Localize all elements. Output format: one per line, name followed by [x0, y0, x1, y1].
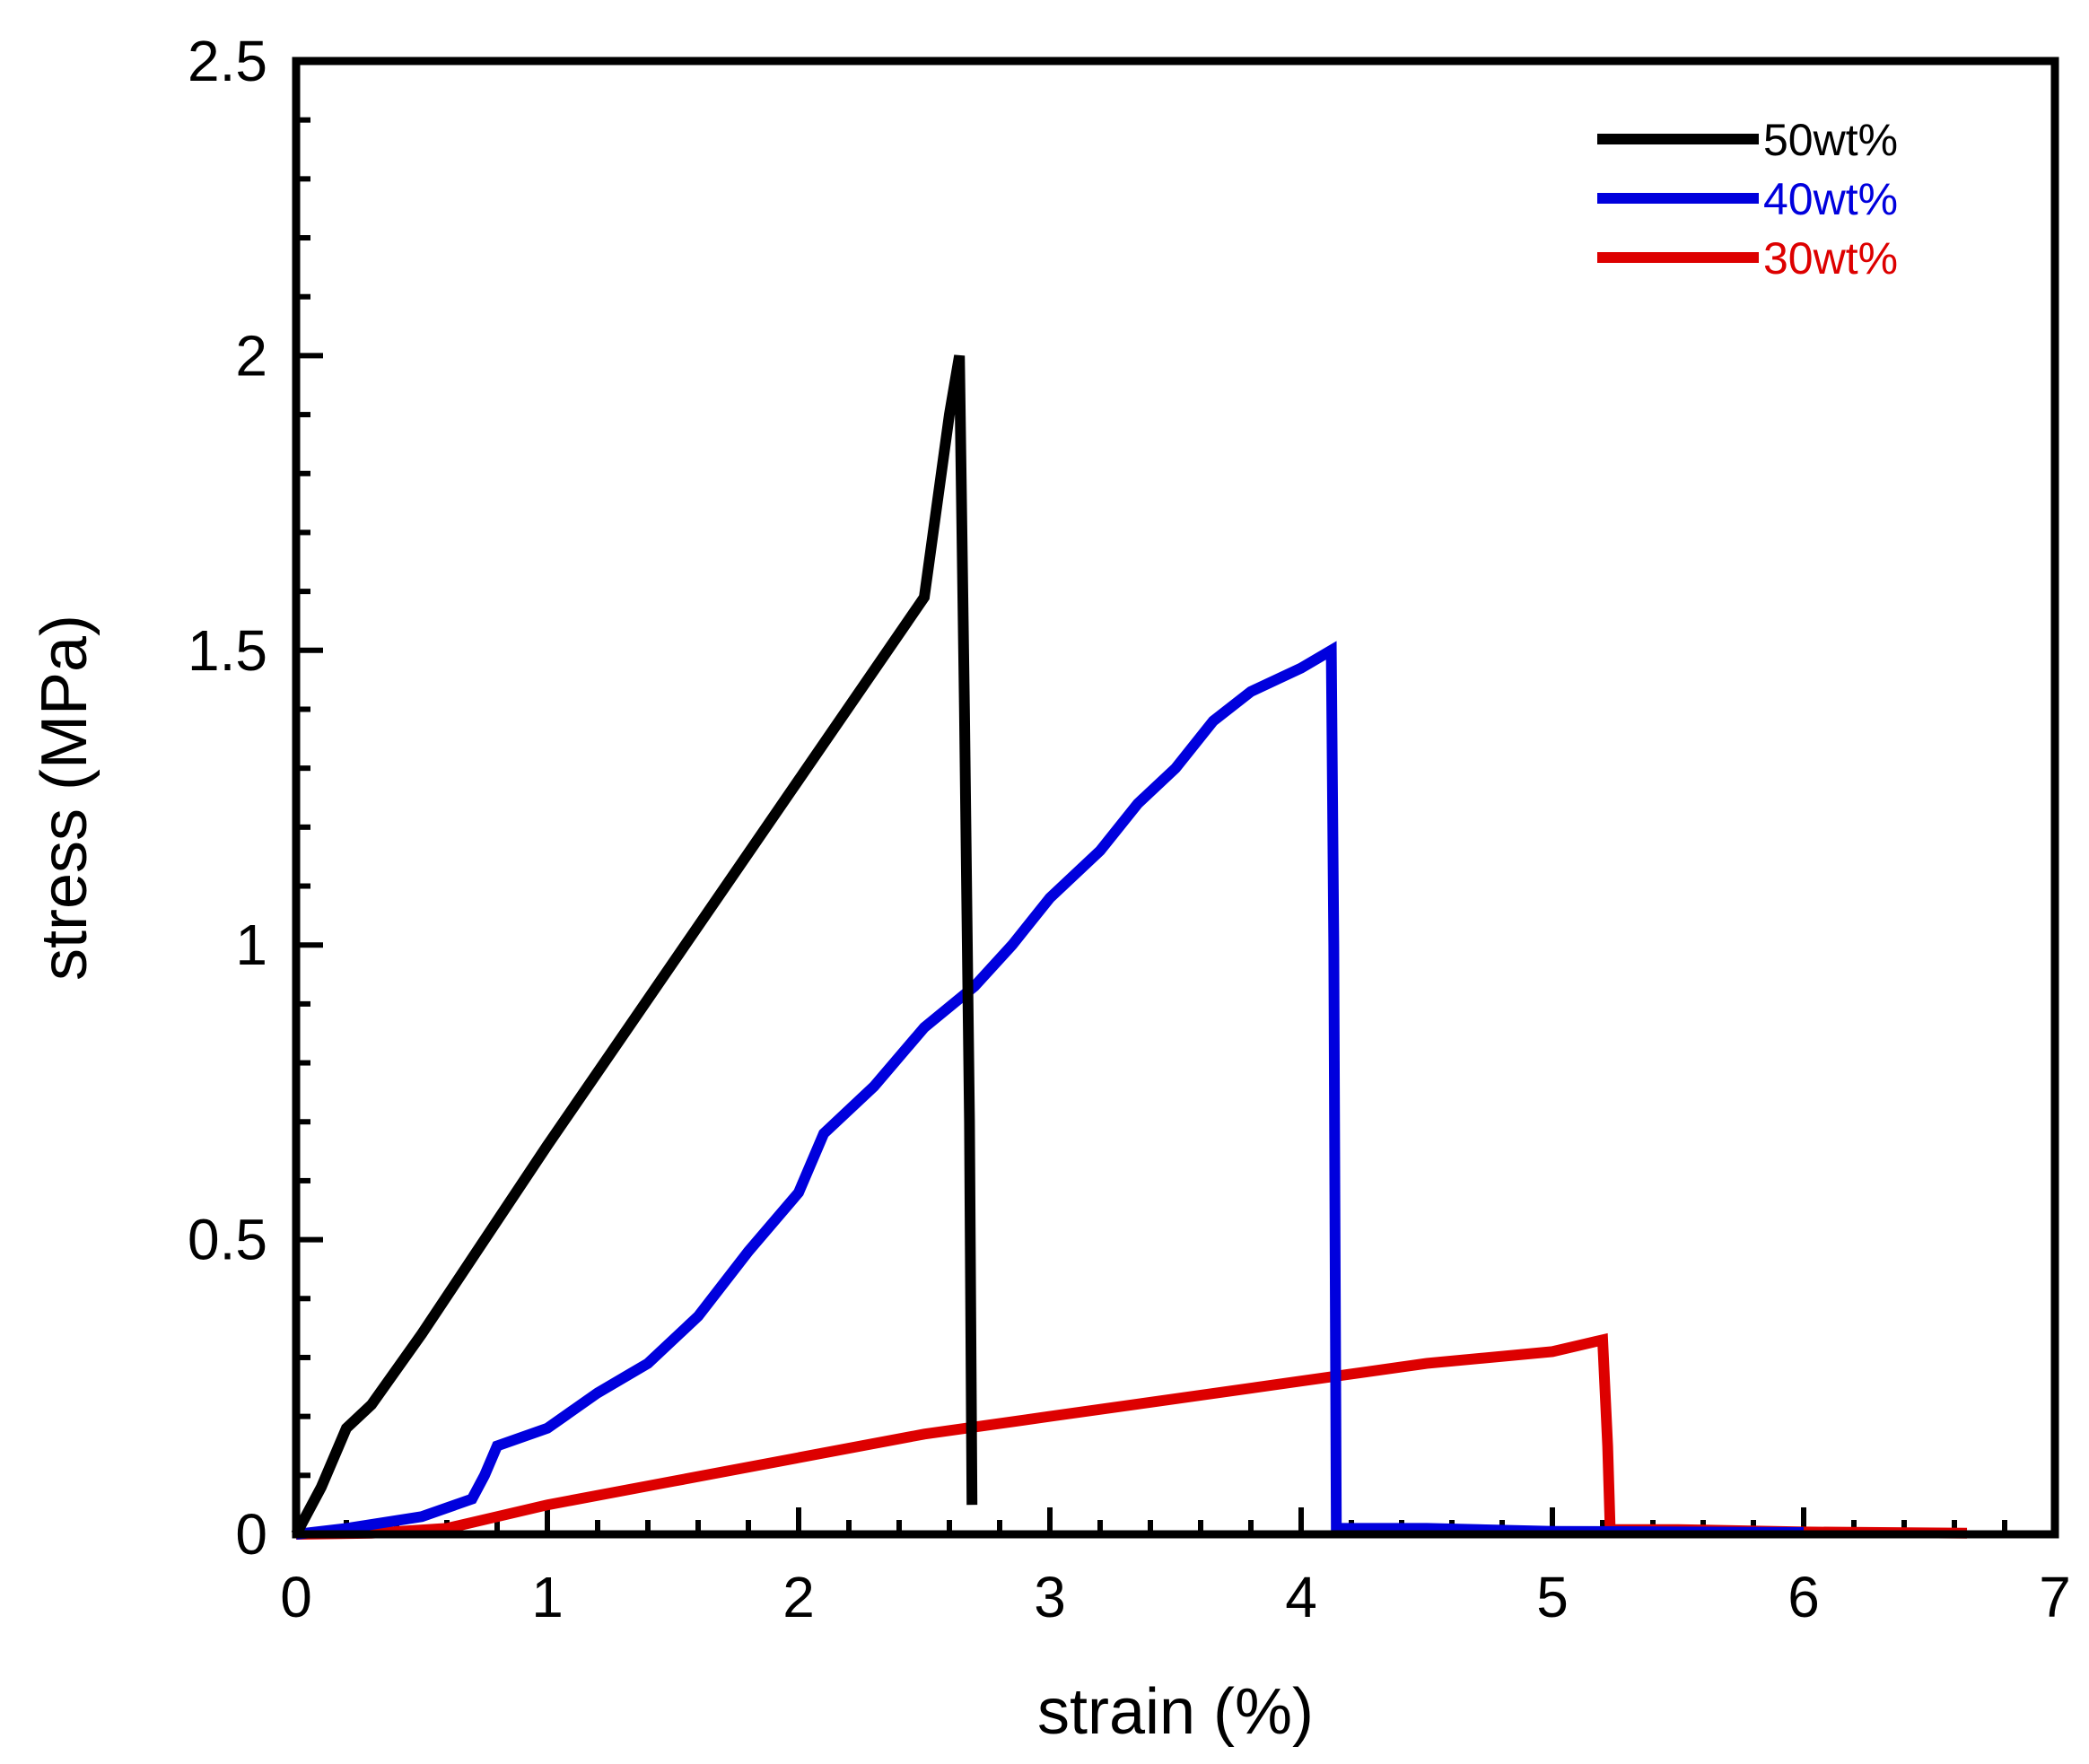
y-axis-title: stress (MPa) — [29, 615, 101, 981]
legend-label: 50wt% — [1763, 115, 1898, 165]
y-tick-label: 0 — [235, 1502, 267, 1567]
series-line-50wtpct — [291, 354, 978, 1537]
y-tick-label: 1.5 — [188, 618, 267, 683]
y-tick-label: 2.5 — [188, 29, 267, 93]
series-line-30wtpct — [295, 1332, 1968, 1540]
y-tick-label: 2 — [235, 323, 267, 388]
x-tick-label: 2 — [782, 1565, 815, 1629]
x-tick-label: 7 — [2039, 1565, 2071, 1629]
plot-frame — [292, 57, 2059, 1539]
legend: 50wt% 40wt% 30wt% — [1597, 115, 1898, 284]
y-tick-label: 0.5 — [188, 1208, 267, 1272]
x-tick-label: 0 — [280, 1565, 312, 1629]
x-tick-label: 3 — [1034, 1565, 1066, 1629]
series-line-40wtpct — [295, 641, 1805, 1540]
x-tick-label: 4 — [1285, 1565, 1317, 1629]
x-tick-label: 6 — [1787, 1565, 1820, 1629]
legend-label: 40wt% — [1763, 174, 1898, 224]
x-axis-title: strain (%) — [1037, 1676, 1314, 1748]
tick-labels: 0 1 2 3 4 5 6 7 0 0.5 1 1.5 2 2.5 — [188, 29, 2071, 1629]
series-layer — [291, 354, 1968, 1540]
x-tick-label: 5 — [1536, 1565, 1569, 1629]
y-tick-label: 1 — [235, 913, 267, 977]
legend-label: 30wt% — [1763, 233, 1898, 284]
x-tick-label: 1 — [531, 1565, 564, 1629]
